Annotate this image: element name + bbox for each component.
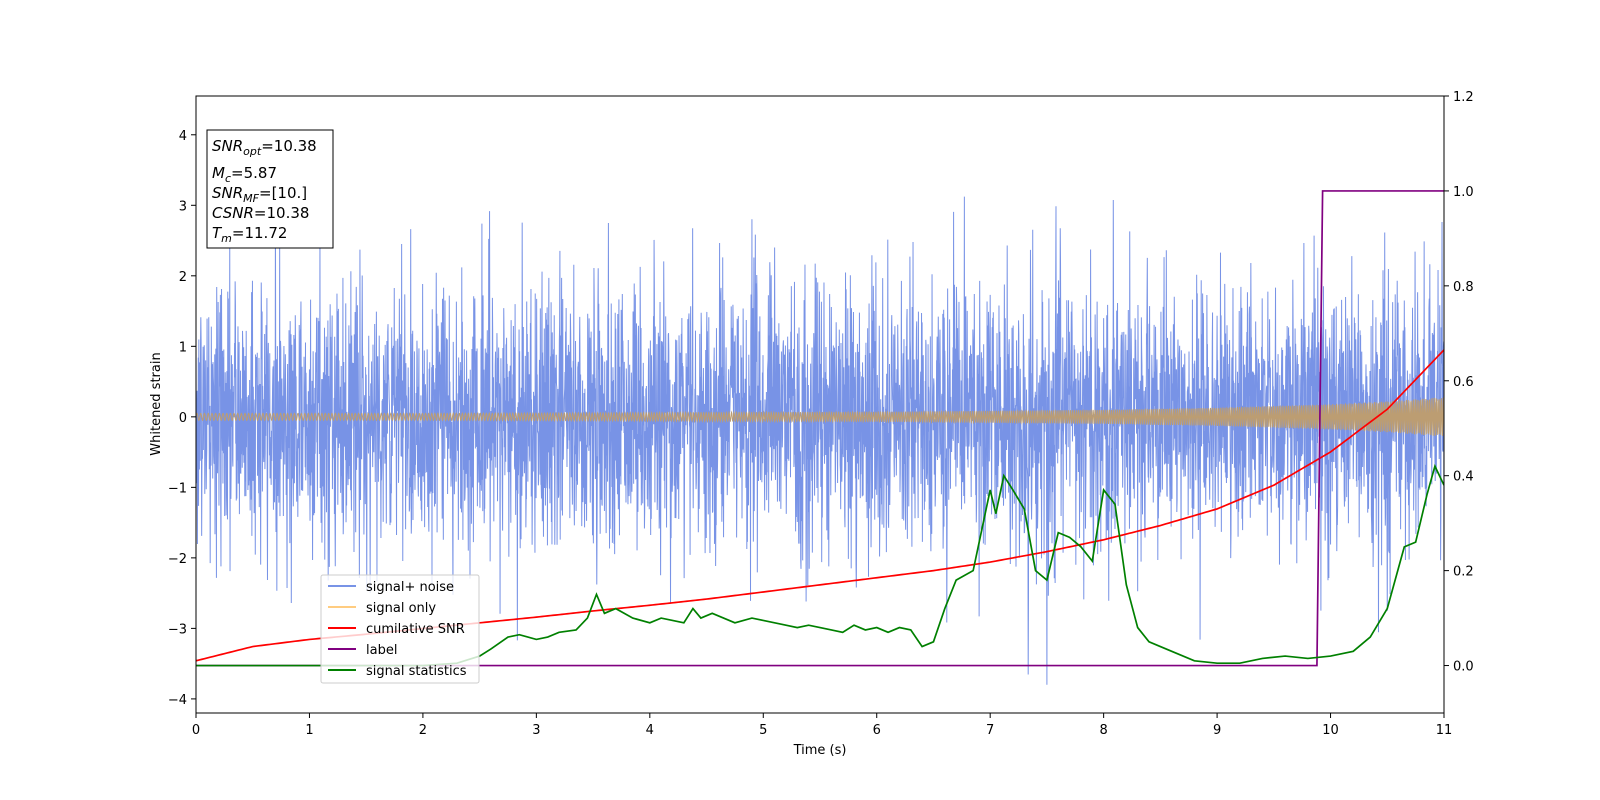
y-tick-label: −1 xyxy=(168,481,187,496)
y-tick-label: −4 xyxy=(168,693,187,708)
x-tick-label: 11 xyxy=(1436,723,1453,738)
right-y-tick-label: 0.4 xyxy=(1453,470,1474,485)
right-y-tick-label: 0.6 xyxy=(1453,375,1474,390)
y-axis-label: Whitened strain xyxy=(149,352,164,455)
x-tick-label: 10 xyxy=(1322,723,1339,738)
signal-statistics-line xyxy=(196,463,1444,667)
x-tick-label: 2 xyxy=(419,723,427,738)
legend-label-signal: signal only xyxy=(366,601,436,616)
y-tick-label: 0 xyxy=(179,411,187,426)
legend: signal+ noise signal only cumilative SNR… xyxy=(320,574,480,684)
y-tick-label: −3 xyxy=(168,622,187,637)
right-y-tick-label: 1.2 xyxy=(1453,90,1474,105)
annotation-mc: Mc=5.87 xyxy=(212,164,277,185)
y-tick-label: 1 xyxy=(179,340,187,355)
y-axis-ticks: 4 3 2 1 0 −1 −2 −3 −4 xyxy=(168,129,196,708)
label-line xyxy=(196,190,1444,667)
x-tick-label: 1 xyxy=(305,723,313,738)
right-y-axis-ticks: 1.2 1.0 0.8 0.6 0.4 0.2 0.0 xyxy=(1444,90,1474,675)
x-tick-label: 6 xyxy=(873,723,881,738)
legend-label-label: label xyxy=(366,643,397,658)
y-tick-label: 3 xyxy=(179,199,187,214)
x-tick-label: 7 xyxy=(986,723,994,738)
x-tick-label: 5 xyxy=(759,723,767,738)
legend-label-snr: cumilative SNR xyxy=(366,622,465,637)
x-tick-label: 9 xyxy=(1213,723,1221,738)
legend-label-noise: signal+ noise xyxy=(366,580,454,595)
right-y-tick-label: 0.0 xyxy=(1453,660,1474,675)
x-tick-label: 3 xyxy=(532,723,540,738)
annotation-snr-mf: SNRMF=[10.] xyxy=(212,184,307,205)
right-y-tick-label: 0.8 xyxy=(1453,280,1474,295)
annotation-snr-opt: SNRopt=10.38 xyxy=(212,137,317,158)
x-axis-ticks: 0 1 2 3 4 5 6 7 8 9 10 11 xyxy=(192,713,1452,738)
y-tick-label: 2 xyxy=(179,270,187,285)
y-tick-label: 4 xyxy=(179,129,187,144)
right-y-tick-label: 1.0 xyxy=(1453,185,1474,200)
annotation-csnr: CSNR=10.38 xyxy=(212,204,309,222)
plot-frame xyxy=(195,95,1445,714)
signal-only-series xyxy=(196,397,1444,437)
y-tick-label: −2 xyxy=(168,552,187,567)
legend-box xyxy=(320,574,480,684)
signal-noise-series xyxy=(196,196,1444,685)
annotation-box: SNRopt=10.38 Mc=5.87 SNRMF=[10.] CSNR=10… xyxy=(206,129,334,249)
x-tick-label: 4 xyxy=(646,723,654,738)
signal-noise-line xyxy=(196,196,1444,685)
x-axis-label: Time (s) xyxy=(793,743,847,758)
right-y-tick-label: 0.2 xyxy=(1453,565,1474,580)
signal-only-line xyxy=(196,397,1444,437)
annotation-tm: Tm=11.72 xyxy=(212,224,287,245)
x-tick-label: 8 xyxy=(1099,723,1107,738)
x-tick-label: 0 xyxy=(192,723,200,738)
legend-label-stats: signal statistics xyxy=(366,664,467,679)
